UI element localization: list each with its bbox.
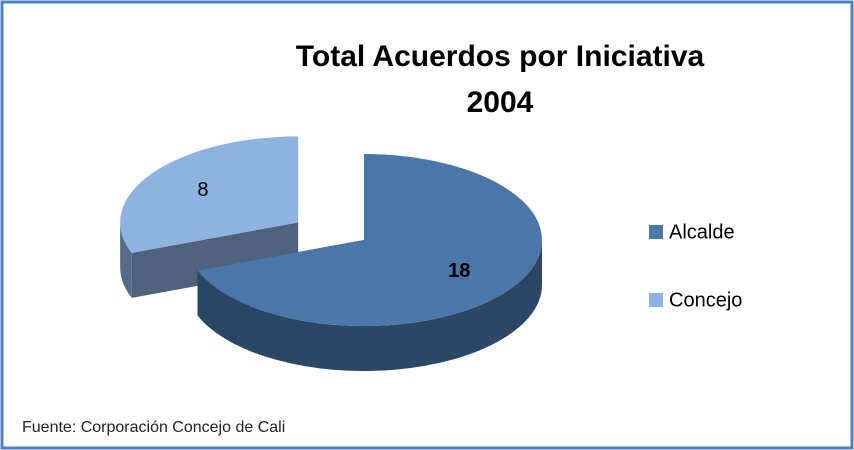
legend-swatch xyxy=(649,293,663,307)
chart-title: Total Acuerdos por Iniciativa xyxy=(296,40,705,73)
slice-side xyxy=(131,222,299,298)
chart-subtitle: 2004 xyxy=(467,86,534,119)
pie-slice xyxy=(120,136,299,253)
legend-label: Alcalde xyxy=(669,221,735,243)
pie-slice xyxy=(197,154,543,326)
source-note: Fuente: Corporación Concejo de Cali xyxy=(22,419,285,436)
slice-wall xyxy=(197,240,542,372)
data-label: 8 xyxy=(197,179,208,201)
legend-label: Concejo xyxy=(669,289,742,311)
legend-swatch xyxy=(649,225,663,239)
data-label: 18 xyxy=(448,260,470,282)
slice-wall xyxy=(120,222,132,298)
